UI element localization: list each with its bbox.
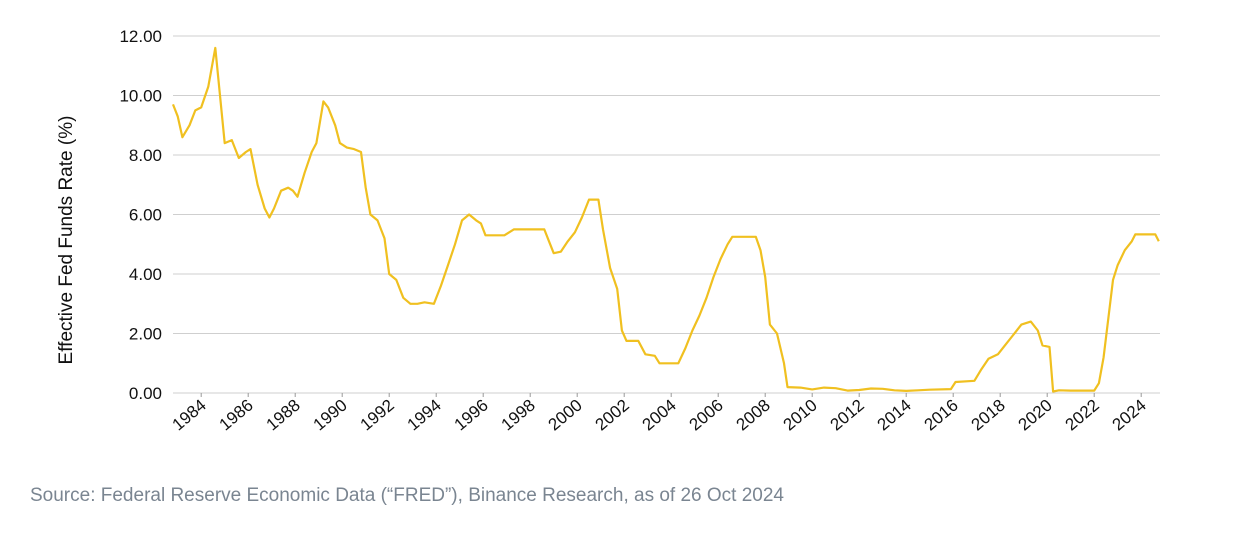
x-tick-label: 1996 — [451, 396, 492, 435]
x-tick-label: 2012 — [827, 396, 868, 435]
x-tick-label: 2020 — [1015, 396, 1056, 435]
x-tick-label: 1990 — [310, 396, 351, 435]
x-tick-label: 2018 — [968, 396, 1009, 435]
x-tick-label: 2010 — [780, 396, 821, 435]
source-note: Source: Federal Reserve Economic Data (“… — [30, 485, 784, 506]
y-tick-label: 12.00 — [119, 27, 162, 46]
x-tick-label: 1984 — [169, 396, 210, 435]
x-tick-label: 2000 — [545, 396, 586, 435]
x-tick-label: 2024 — [1109, 396, 1150, 435]
x-tick-label: 2004 — [639, 396, 680, 435]
y-tick-label: 0.00 — [129, 384, 162, 403]
y-tick-label: 4.00 — [129, 265, 162, 284]
x-tick-label: 1986 — [216, 396, 257, 435]
y-tick-label: 8.00 — [129, 146, 162, 165]
y-tick-label: 10.00 — [119, 87, 162, 106]
y-tick-label: 6.00 — [129, 206, 162, 225]
y-tick-label: 2.00 — [129, 325, 162, 344]
x-tick-label: 2008 — [733, 396, 774, 435]
x-tick-label: 2014 — [874, 396, 915, 435]
x-tick-label: 2002 — [592, 396, 633, 435]
x-tick-label: 1988 — [263, 396, 304, 435]
x-tick-label: 2022 — [1062, 396, 1103, 435]
x-tick-label: 2006 — [686, 396, 727, 435]
rate-line — [171, 46, 1160, 393]
y-axis-label: Effective Fed Funds Rate (%) — [56, 116, 77, 365]
x-tick-label: 1992 — [357, 396, 398, 435]
x-tick-label: 2016 — [921, 396, 962, 435]
x-tick-label: 1994 — [404, 396, 445, 435]
x-tick-label: 1998 — [498, 396, 539, 435]
